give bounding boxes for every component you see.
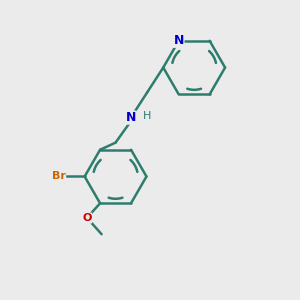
Text: Br: Br <box>52 172 66 182</box>
Text: N: N <box>173 34 184 47</box>
Text: H: H <box>143 111 151 121</box>
Text: N: N <box>126 111 136 124</box>
Text: O: O <box>82 213 92 223</box>
